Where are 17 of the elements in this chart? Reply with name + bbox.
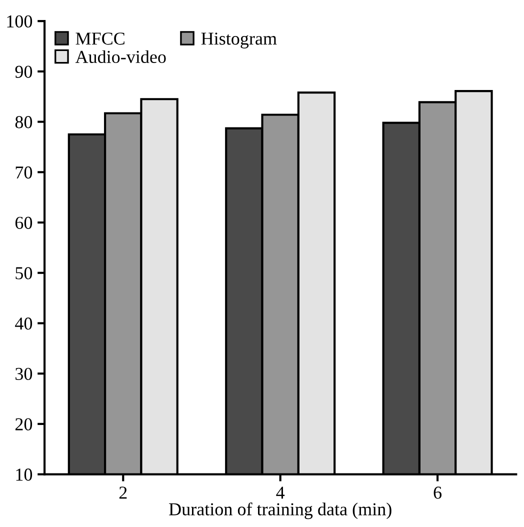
- y-tick-label: 10: [16, 468, 32, 481]
- legend-label: Histogram: [201, 32, 277, 48]
- y-tick-label: 30: [16, 368, 32, 380]
- y-tick-label: 90: [15, 66, 32, 78]
- x-axis-title: Duration of training data (min): [169, 502, 392, 520]
- x-tick-label: 2: [119, 486, 127, 499]
- legend-label: MFCC: [76, 32, 124, 45]
- y-tick-label: 100: [7, 15, 32, 28]
- y-tick-label: 40: [15, 317, 32, 330]
- x-tick-label: 4: [276, 486, 285, 499]
- y-tick-label: 50: [16, 267, 32, 280]
- x-tick-label: 6: [434, 486, 442, 499]
- legend-label: Audio-video: [75, 50, 166, 64]
- y-tick-label: 20: [15, 418, 32, 430]
- y-tick-label: 80: [15, 116, 32, 128]
- y-tick-label: 70: [16, 166, 32, 179]
- y-tick-label: 60: [15, 216, 32, 229]
